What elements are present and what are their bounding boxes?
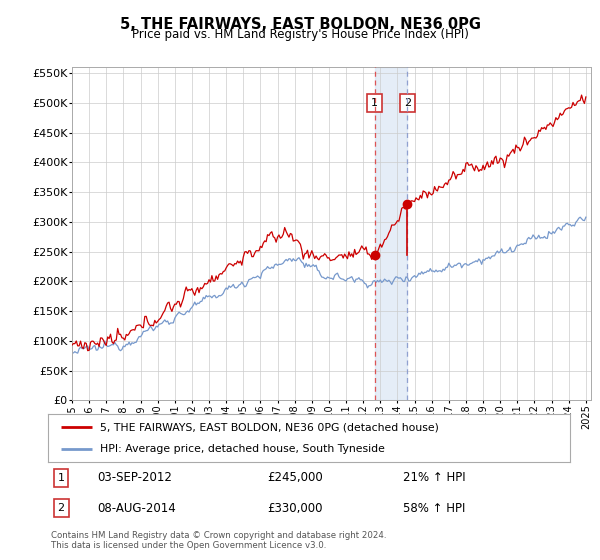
Text: 1: 1 [371,98,378,108]
Text: Contains HM Land Registry data © Crown copyright and database right 2024.
This d: Contains HM Land Registry data © Crown c… [51,531,386,550]
Text: 58% ↑ HPI: 58% ↑ HPI [403,502,466,515]
Text: 2: 2 [404,98,411,108]
Bar [374,67,407,400]
Text: 1: 1 [58,473,65,483]
Text: £245,000: £245,000 [267,471,323,484]
Text: 21% ↑ HPI: 21% ↑ HPI [403,471,466,484]
Text: Price paid vs. HM Land Registry's House Price Index (HPI): Price paid vs. HM Land Registry's House … [131,28,469,41]
Text: 2: 2 [58,503,65,514]
Text: HPI: Average price, detached house, South Tyneside: HPI: Average price, detached house, Sout… [100,444,385,454]
Text: 08-AUG-2014: 08-AUG-2014 [98,502,176,515]
Text: 5, THE FAIRWAYS, EAST BOLDON, NE36 0PG (detached house): 5, THE FAIRWAYS, EAST BOLDON, NE36 0PG (… [100,422,439,432]
Text: 5, THE FAIRWAYS, EAST BOLDON, NE36 0PG: 5, THE FAIRWAYS, EAST BOLDON, NE36 0PG [119,17,481,32]
Text: 03-SEP-2012: 03-SEP-2012 [98,471,172,484]
Text: £330,000: £330,000 [267,502,323,515]
